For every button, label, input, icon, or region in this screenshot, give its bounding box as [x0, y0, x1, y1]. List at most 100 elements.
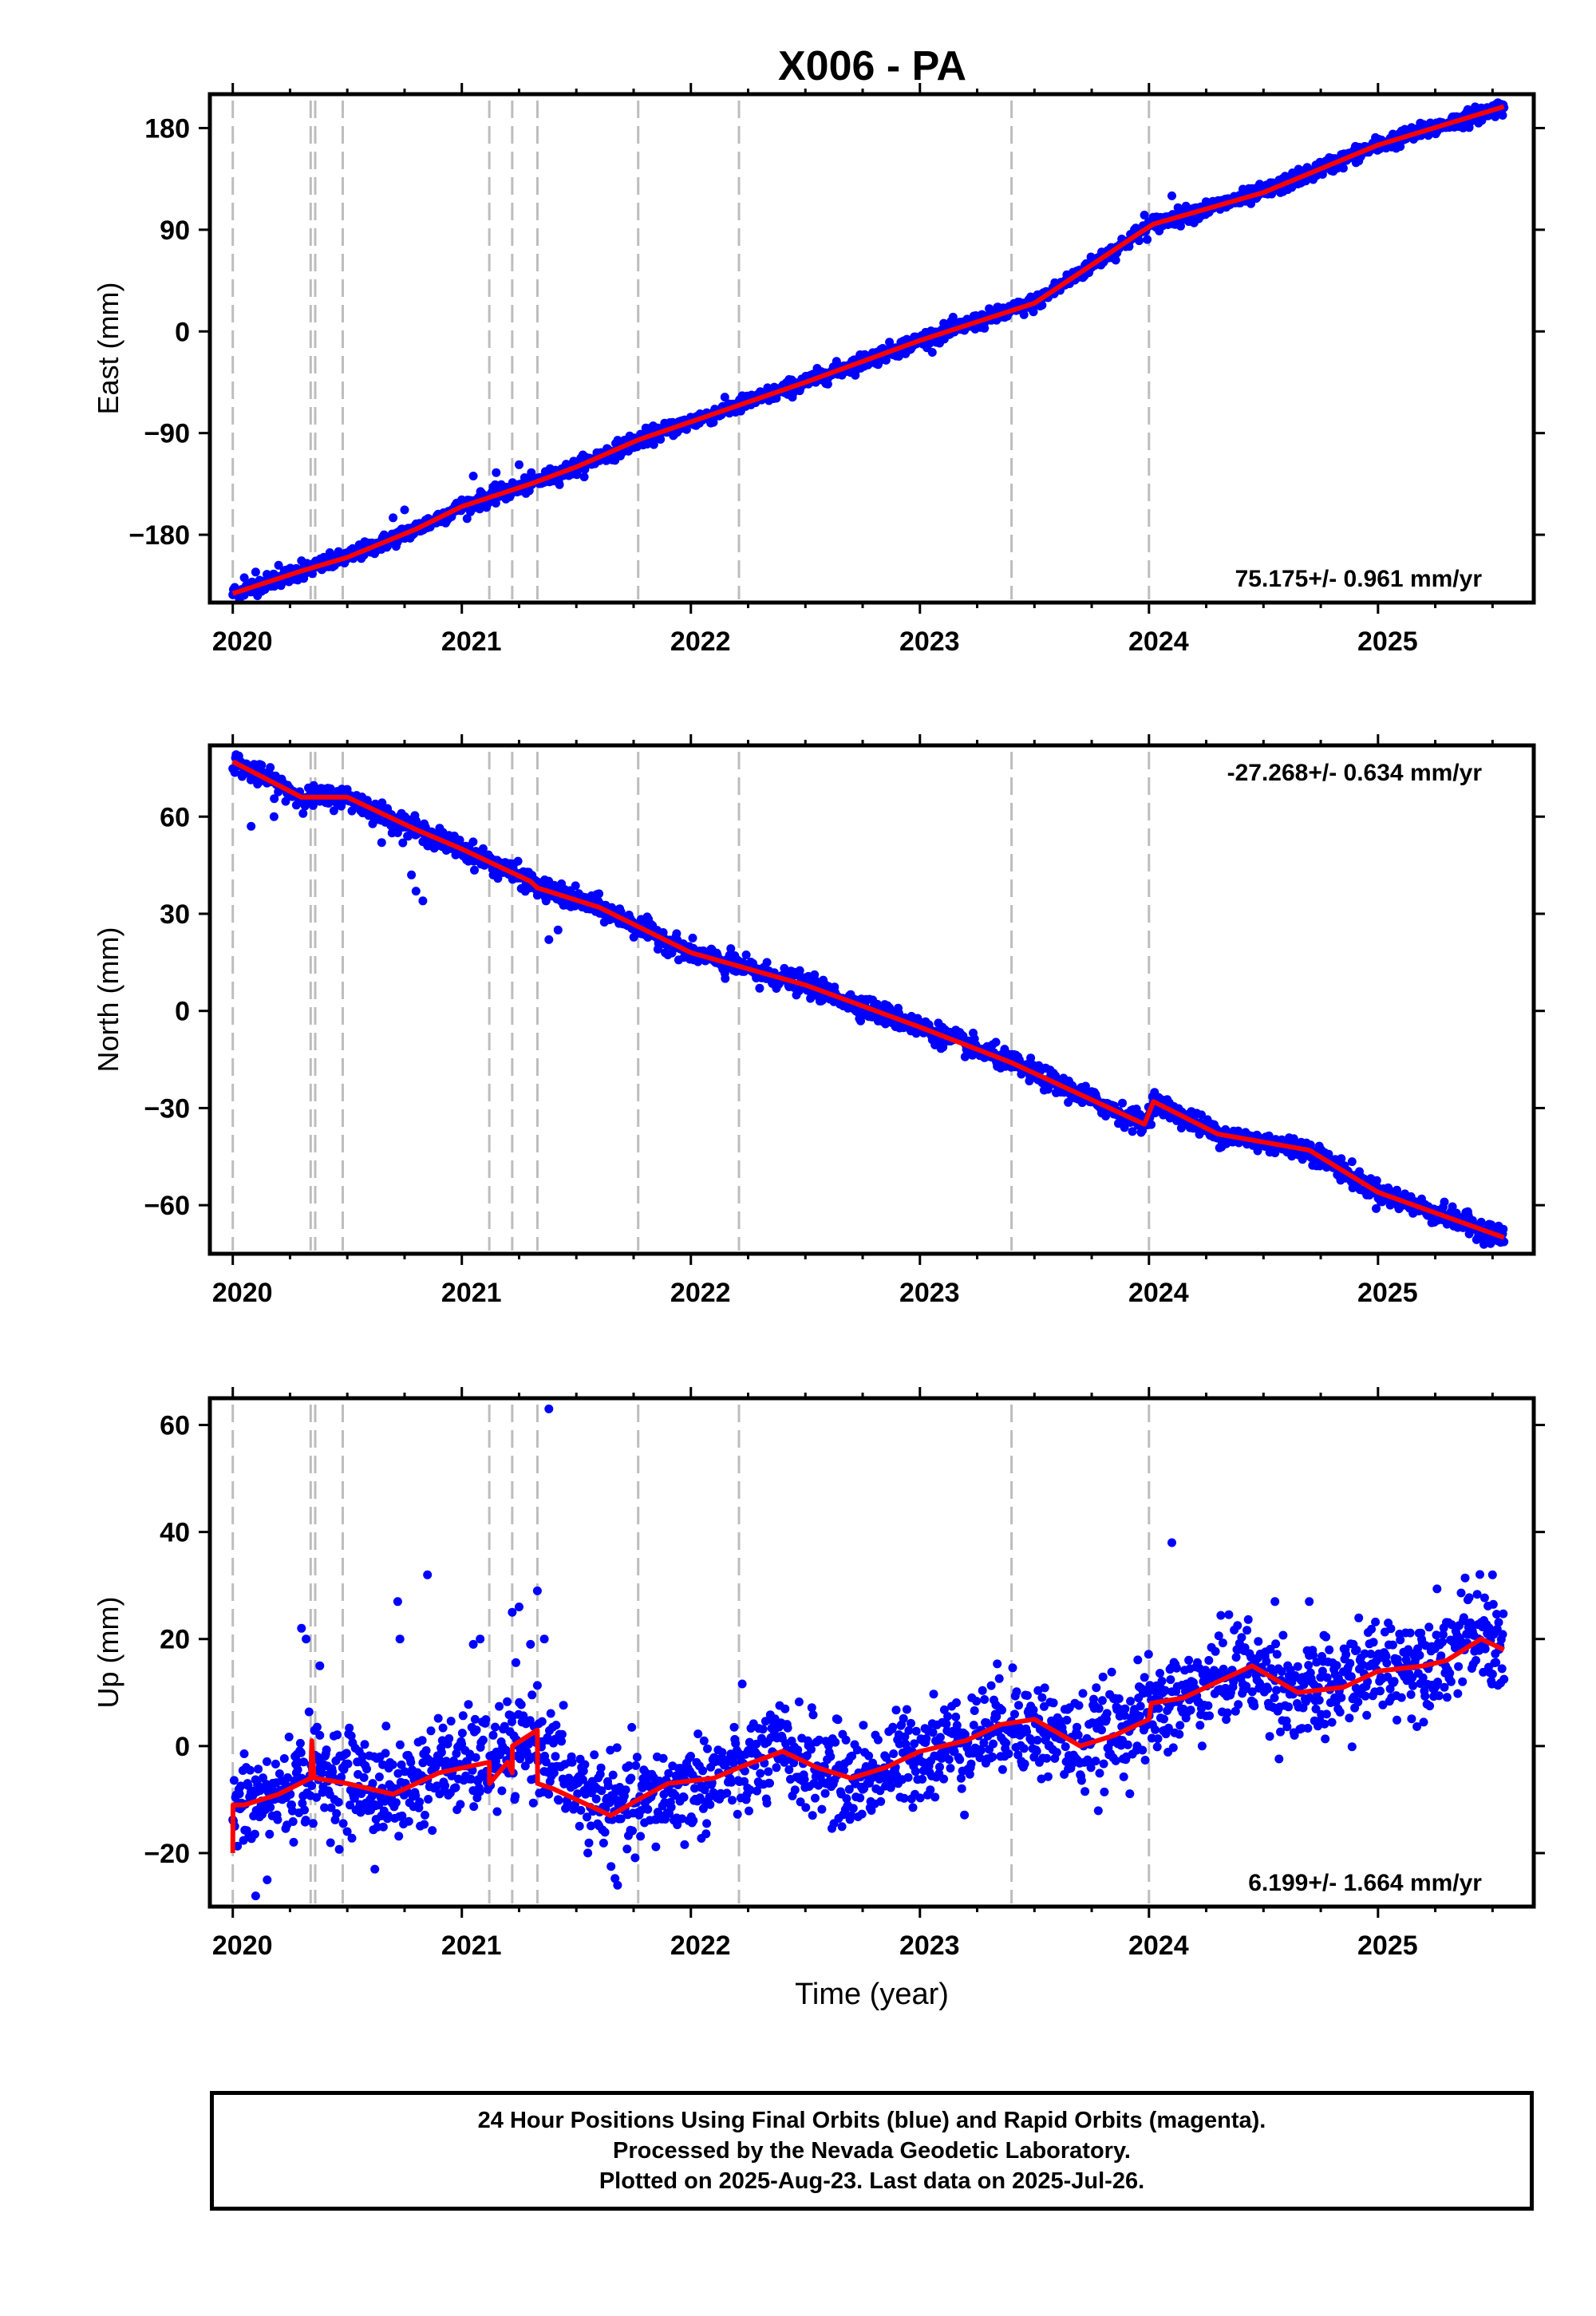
data-point — [527, 1690, 537, 1700]
data-point — [415, 1797, 425, 1807]
data-area — [228, 750, 1509, 1249]
data-point — [1347, 1157, 1357, 1167]
outlier-point — [411, 887, 421, 896]
y-tick-label: 0 — [175, 997, 190, 1027]
data-point — [842, 1794, 851, 1804]
data-point — [765, 1778, 774, 1788]
data-point — [464, 1700, 473, 1709]
data-point — [308, 569, 317, 579]
data-point — [236, 1781, 246, 1791]
data-point — [596, 1763, 606, 1773]
data-point — [600, 1828, 610, 1837]
data-point — [729, 1758, 738, 1768]
data-point — [229, 1776, 239, 1785]
data-point — [700, 1785, 709, 1795]
data-point — [847, 1811, 856, 1820]
data-point — [873, 1735, 883, 1745]
data-point — [551, 1752, 560, 1761]
data-point — [275, 1769, 284, 1778]
outlier-point — [1167, 191, 1176, 200]
data-point — [532, 1681, 542, 1690]
data-point — [575, 1821, 584, 1831]
data-point — [417, 1736, 427, 1745]
data-point — [698, 1766, 708, 1776]
data-point — [729, 1722, 739, 1732]
data-point — [309, 781, 318, 790]
data-point — [610, 1874, 620, 1883]
data-point — [420, 1820, 429, 1829]
data-point — [938, 1042, 948, 1052]
y-axis-label: East (mm) — [92, 283, 124, 415]
data-point — [1043, 1085, 1053, 1094]
data-point — [616, 1814, 626, 1824]
data-point — [541, 1757, 551, 1767]
data-point — [811, 976, 820, 986]
data-point — [378, 1822, 388, 1832]
data-point — [391, 1798, 401, 1808]
data-point — [1372, 1203, 1381, 1213]
data-point — [673, 1820, 682, 1829]
data-point — [497, 1786, 507, 1796]
data-point — [279, 1754, 289, 1763]
data-point — [780, 1704, 790, 1713]
data-point — [795, 966, 804, 975]
data-point — [312, 1792, 322, 1802]
data-point — [891, 1705, 901, 1715]
data-point — [889, 1749, 899, 1758]
data-point — [737, 1679, 747, 1689]
data-point — [440, 1781, 450, 1790]
data-point — [470, 865, 479, 875]
data-point — [709, 417, 718, 427]
data-point — [397, 1760, 406, 1769]
data-point — [686, 1752, 695, 1761]
data-point — [293, 1765, 302, 1774]
rate-label: -27.268+/- 0.634 mm/yr — [1227, 760, 1483, 786]
data-point — [235, 1789, 244, 1799]
data-point — [250, 1829, 259, 1839]
data-point — [745, 1806, 753, 1816]
data-point — [720, 393, 729, 402]
data-point — [678, 1814, 687, 1824]
data-point — [271, 1759, 280, 1769]
data-point — [511, 1792, 520, 1801]
data-point — [595, 889, 604, 899]
data-point — [296, 1748, 306, 1757]
data-point — [563, 1799, 572, 1808]
data-point — [740, 1766, 749, 1776]
data-point — [468, 837, 478, 847]
data-point — [288, 1817, 298, 1826]
data-point — [658, 1753, 668, 1763]
data-point — [1111, 255, 1120, 265]
data-point — [888, 1722, 898, 1732]
data-point — [421, 1746, 431, 1755]
data-point — [444, 1734, 454, 1743]
y-tick-label: −180 — [128, 520, 190, 551]
data-point — [1080, 1081, 1090, 1091]
data-point — [567, 1757, 577, 1767]
data-point — [559, 1701, 568, 1710]
data-point — [856, 1016, 865, 1026]
data-point — [612, 1743, 622, 1753]
data-point — [315, 1730, 325, 1740]
y-tick-label: 0 — [175, 317, 190, 347]
data-point — [886, 1783, 895, 1792]
data-point — [287, 1806, 297, 1816]
data-point — [257, 761, 267, 770]
data-point — [1143, 235, 1152, 244]
data-point — [824, 1741, 833, 1750]
data-point — [491, 480, 500, 489]
plot-frame — [207, 92, 1536, 605]
data-point — [334, 1797, 343, 1807]
data-point — [1128, 1127, 1137, 1136]
data-point — [688, 933, 697, 943]
data-point — [753, 1786, 761, 1796]
data-point — [491, 1722, 500, 1732]
data-point — [347, 1833, 357, 1843]
data-point — [308, 1819, 318, 1828]
data-point — [1147, 1120, 1156, 1129]
data-point — [722, 1788, 732, 1798]
data-point — [326, 1803, 336, 1812]
data-point — [300, 1805, 309, 1815]
data-point — [948, 312, 958, 322]
